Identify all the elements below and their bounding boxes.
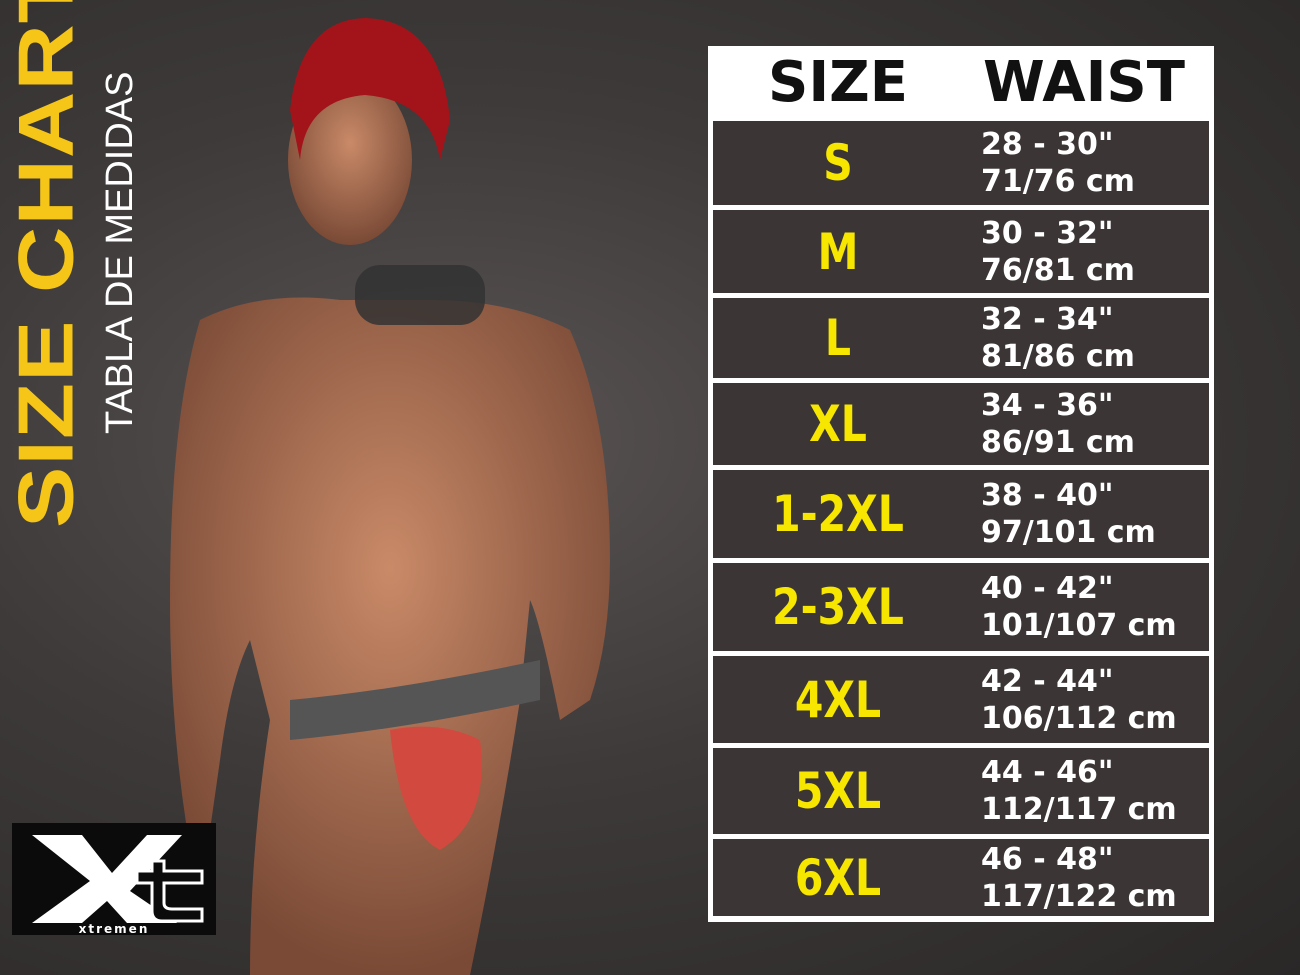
waist-inches: 44 - 46" <box>981 755 1114 790</box>
waist-cm: 106/112 cm <box>981 700 1177 736</box>
waist-value: 38 - 40" 97/101 cm <box>981 477 1156 551</box>
waist-inches: 42 - 44" <box>981 663 1114 699</box>
waist-cm: 76/81 cm <box>981 252 1135 288</box>
waist-inches: 30 - 32" <box>981 215 1114 251</box>
waist-value: 44 - 46" 112/117 cm <box>981 754 1177 828</box>
waist-inches: 34 - 36" <box>981 388 1114 423</box>
table-row: M 30 - 32" 76/81 cm <box>713 210 1209 293</box>
waist-cm: 112/117 cm <box>981 792 1177 827</box>
table-row: 6XL 46 - 48" 117/122 cm <box>713 839 1209 916</box>
waist-cm: 101/107 cm <box>981 608 1177 643</box>
table-row: 5XL 44 - 46" 112/117 cm <box>713 748 1209 834</box>
waist-inches: 38 - 40" <box>981 478 1114 513</box>
waist-inches: 32 - 34" <box>981 302 1114 337</box>
brand-logo: xtremen <box>12 823 216 936</box>
size-label: 4XL <box>794 670 882 729</box>
waist-value: 34 - 36" 86/91 cm <box>981 387 1135 461</box>
header-size: SIZE <box>768 49 909 115</box>
waist-inches: 28 - 30" <box>981 127 1114 162</box>
waist-value: 46 - 48" 117/122 cm <box>981 841 1177 915</box>
page-title: SIZE CHART <box>2 0 90 528</box>
waist-cm: 117/122 cm <box>981 878 1177 914</box>
size-label: 5XL <box>794 762 882 820</box>
waist-cm: 81/86 cm <box>981 339 1135 374</box>
waist-cm: 71/76 cm <box>981 164 1135 199</box>
table-row: XL 34 - 36" 86/91 cm <box>713 383 1209 465</box>
header-waist: WAIST <box>983 49 1185 115</box>
waist-inches: 40 - 42" <box>981 571 1114 606</box>
table-row: 4XL 42 - 44" 106/112 cm <box>713 656 1209 743</box>
xtremen-logo-icon: xtremen <box>32 835 204 936</box>
waist-cm: 97/101 cm <box>981 515 1156 550</box>
size-label: 2-3XL <box>772 578 904 636</box>
size-label: XL <box>809 395 867 453</box>
size-label: 6XL <box>794 848 882 907</box>
size-label: S <box>823 134 853 192</box>
waist-value: 28 - 30" 71/76 cm <box>981 126 1135 200</box>
page-subtitle: TABLA DE MEDIDAS <box>99 71 141 434</box>
waist-cm: 86/91 cm <box>981 425 1135 460</box>
table-row: 2-3XL 40 - 42" 101/107 cm <box>713 563 1209 651</box>
waist-value: 32 - 34" 81/86 cm <box>981 301 1135 375</box>
size-label: M <box>817 222 859 281</box>
table-row: L 32 - 34" 81/86 cm <box>713 298 1209 378</box>
table-row: 1-2XL 38 - 40" 97/101 cm <box>713 470 1209 558</box>
size-chart-table: SIZE WAIST S 28 - 30" 71/76 cm M 30 - 32" 7… <box>708 46 1214 922</box>
waist-value: 42 - 44" 106/112 cm <box>981 663 1177 737</box>
size-label: L <box>824 309 852 367</box>
table-header: SIZE WAIST <box>708 46 1214 118</box>
waist-value: 40 - 42" 101/107 cm <box>981 570 1177 644</box>
svg-text:xtremen: xtremen <box>79 922 150 935</box>
waist-inches: 46 - 48" <box>981 841 1114 877</box>
model-photo <box>170 18 610 975</box>
size-label: 1-2XL <box>772 485 904 543</box>
waist-value: 30 - 32" 76/81 cm <box>981 215 1135 289</box>
table-row: S 28 - 30" 71/76 cm <box>713 121 1209 205</box>
